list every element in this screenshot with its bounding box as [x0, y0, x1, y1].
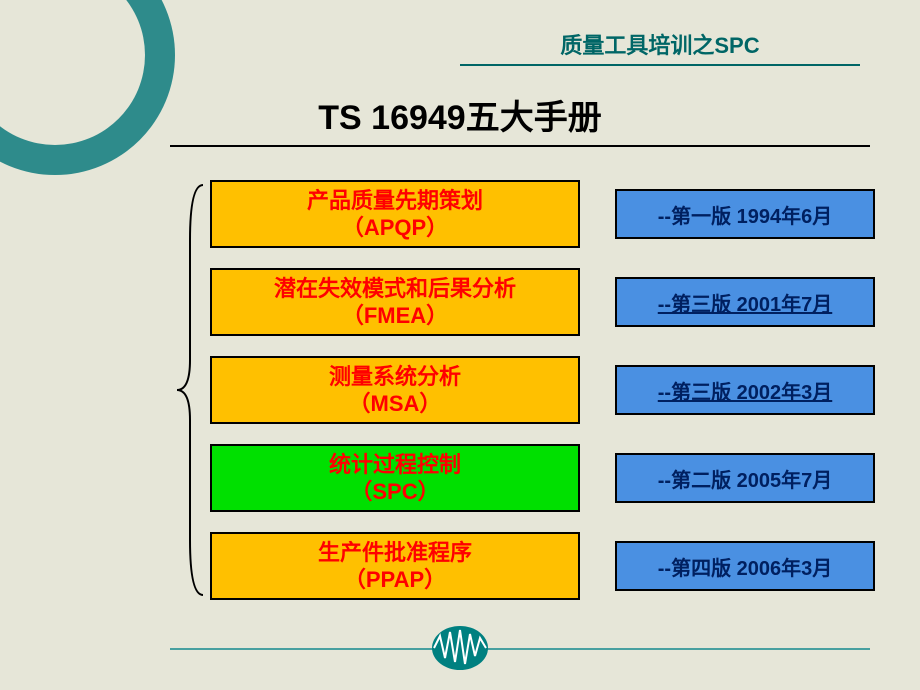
manual-row: 潜在失效模式和后果分析 （FMEA） --第三版 2001年7月	[170, 268, 890, 336]
manual-row: 产品质量先期策划 （APQP） --第一版 1994年6月	[170, 180, 890, 248]
footer-line	[170, 648, 870, 650]
manual-row: 统计过程控制 （SPC） --第二版 2005年7月	[170, 444, 890, 512]
decorative-circle	[0, 0, 175, 175]
manual-abbr: （SPC）	[350, 478, 439, 506]
manual-abbr: （FMEA）	[342, 302, 448, 330]
manual-name: 统计过程控制	[329, 451, 461, 479]
version-box: --第三版 2001年7月	[615, 277, 875, 327]
version-text: --第二版 2005年7月	[658, 464, 833, 493]
title-underline	[170, 145, 870, 147]
manual-name: 潜在失效模式和后果分析	[274, 275, 516, 303]
manual-abbr: （PPAP）	[344, 566, 446, 594]
version-box: --第四版 2006年3月	[615, 541, 875, 591]
version-text: --第三版 2002年3月	[658, 376, 833, 405]
version-box: --第二版 2005年7月	[615, 453, 875, 503]
manual-abbr: （APQP）	[342, 214, 448, 242]
manual-name: 测量系统分析	[329, 363, 461, 391]
manual-row: 测量系统分析 （MSA） --第三版 2002年3月	[170, 356, 890, 424]
manual-box-ppap: 生产件批准程序 （PPAP）	[210, 532, 580, 600]
version-text: --第四版 2006年3月	[658, 552, 833, 581]
manual-name: 生产件批准程序	[318, 539, 472, 567]
version-text: --第三版 2001年7月	[658, 288, 833, 317]
manual-name: 产品质量先期策划	[307, 187, 483, 215]
page-title: TS 16949五大手册	[0, 90, 920, 139]
version-box: --第三版 2002年3月	[615, 365, 875, 415]
manual-row: 生产件批准程序 （PPAP） --第四版 2006年3月	[170, 532, 890, 600]
diagram-content: 产品质量先期策划 （APQP） --第一版 1994年6月 潜在失效模式和后果分…	[170, 180, 890, 620]
header-subtitle: 质量工具培训之SPC	[460, 28, 860, 66]
manual-box-msa: 测量系统分析 （MSA）	[210, 356, 580, 424]
manual-box-spc: 统计过程控制 （SPC）	[210, 444, 580, 512]
manual-box-apqp: 产品质量先期策划 （APQP）	[210, 180, 580, 248]
manual-box-fmea: 潜在失效模式和后果分析 （FMEA）	[210, 268, 580, 336]
version-box: --第一版 1994年6月	[615, 189, 875, 239]
wave-icon	[430, 624, 490, 672]
manual-abbr: （MSA）	[349, 390, 442, 418]
version-text: --第一版 1994年6月	[658, 200, 833, 229]
